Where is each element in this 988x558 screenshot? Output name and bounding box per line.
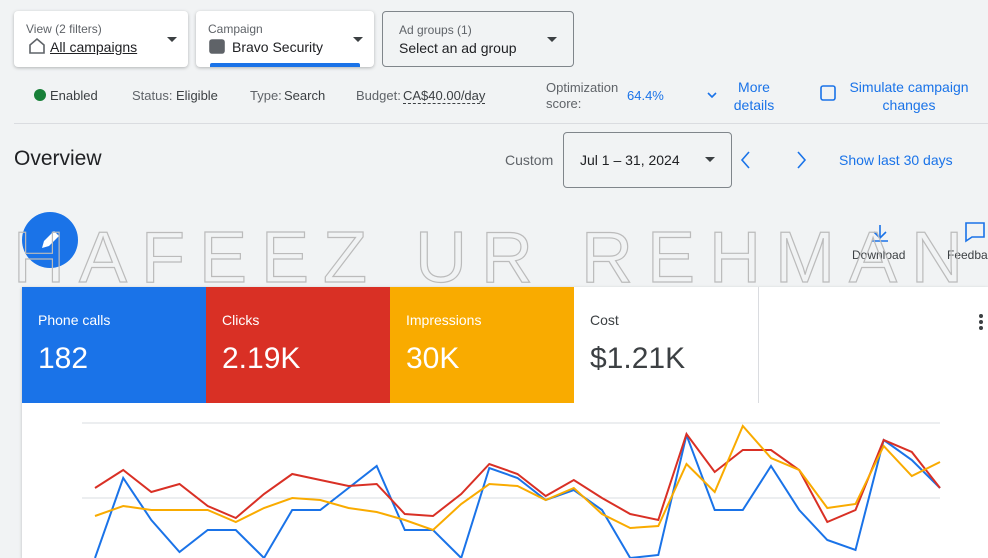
type-label: Type:: [250, 88, 282, 103]
campaign-filter[interactable]: Campaign Bravo Security: [196, 11, 374, 67]
type: Search: [284, 88, 326, 103]
show-last[interactable]: Show last 30 days: [839, 152, 953, 168]
metric-tile[interactable]: Clicks 2.19K: [206, 287, 390, 403]
filter-value: Select an ad group: [399, 40, 517, 56]
metric-label: Cost: [590, 312, 619, 328]
divider: [14, 123, 988, 124]
carets: [167, 37, 983, 330]
metric-label: Impressions: [406, 312, 482, 328]
download[interactable]: Download: [852, 248, 906, 262]
nav-icons: [707, 92, 985, 243]
filter-label: Campaign: [208, 22, 263, 36]
pencil-icon: [42, 231, 59, 248]
metric-tile[interactable]: Cost $1.21K: [574, 287, 759, 403]
metric-tile[interactable]: Phone calls 182: [22, 287, 206, 403]
optimization-score: 64.4%: [627, 88, 664, 103]
optimization-label: Optimization score:: [546, 80, 619, 111]
search-icon: [209, 39, 225, 54]
filter-value: All campaigns: [50, 39, 138, 55]
feedback[interactable]: Feedback: [947, 248, 988, 262]
watermark: HAFEEZ UR REHMAN: [13, 218, 977, 298]
range-label: Custom: [505, 152, 554, 168]
filter-label: Ad groups (1): [399, 23, 472, 37]
simulate-link[interactable]: Simulate campaign changes: [849, 79, 969, 113]
series-line: [94, 431, 941, 558]
date-range: Jul 1 – 31, 2024: [580, 152, 680, 168]
more-details[interactable]: More details: [733, 79, 775, 113]
view-filter[interactable]: View (2 filters) All campaigns: [14, 11, 188, 67]
enabled-dot: [34, 89, 46, 101]
metric-label: Clicks: [222, 312, 260, 328]
ad-group-filter[interactable]: Ad groups (1) Select an ad group: [382, 11, 574, 67]
series-line: [94, 424, 941, 532]
status: Eligible: [176, 88, 218, 103]
filter-label: View (2 filters): [26, 22, 102, 36]
metric-value: $1.21K: [590, 342, 686, 375]
metric-tile[interactable]: Impressions 30K: [390, 287, 574, 403]
metric-value: 182: [38, 342, 89, 375]
metric-value: 2.19K: [222, 342, 301, 375]
overview-title: Overview: [14, 147, 102, 170]
status-label: Status:: [132, 88, 173, 103]
home-icon: [29, 37, 45, 54]
filter-value: Bravo Security: [232, 39, 324, 55]
metric-value: 30K: [406, 342, 460, 375]
budget[interactable]: CA$40.00/day: [403, 88, 486, 104]
metric-label: Phone calls: [38, 312, 111, 328]
budget-label: Budget:: [356, 88, 401, 103]
icons: [29, 37, 985, 243]
simulate-icon: [820, 85, 836, 101]
selected-bar: [210, 63, 360, 67]
enabled: Enabled: [50, 88, 98, 103]
date-picker[interactable]: Jul 1 – 31, 2024: [563, 132, 732, 188]
